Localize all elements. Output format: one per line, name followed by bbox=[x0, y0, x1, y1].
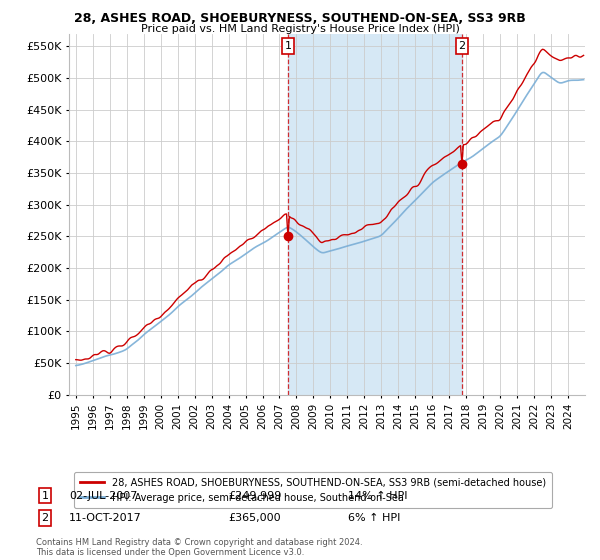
Text: £365,000: £365,000 bbox=[228, 513, 281, 523]
Text: 28, ASHES ROAD, SHOEBURYNESS, SOUTHEND-ON-SEA, SS3 9RB: 28, ASHES ROAD, SHOEBURYNESS, SOUTHEND-O… bbox=[74, 12, 526, 25]
Text: 1: 1 bbox=[284, 41, 292, 52]
Text: 2: 2 bbox=[41, 513, 49, 523]
Text: 11-OCT-2017: 11-OCT-2017 bbox=[69, 513, 142, 523]
Text: Contains HM Land Registry data © Crown copyright and database right 2024.
This d: Contains HM Land Registry data © Crown c… bbox=[36, 538, 362, 557]
Legend: 28, ASHES ROAD, SHOEBURYNESS, SOUTHEND-ON-SEA, SS3 9RB (semi-detached house), HP: 28, ASHES ROAD, SHOEBURYNESS, SOUTHEND-O… bbox=[74, 472, 552, 508]
Text: £249,999: £249,999 bbox=[228, 491, 281, 501]
Text: 2: 2 bbox=[458, 41, 466, 52]
Text: 14% ↑ HPI: 14% ↑ HPI bbox=[348, 491, 407, 501]
Text: 6% ↑ HPI: 6% ↑ HPI bbox=[348, 513, 400, 523]
Text: 1: 1 bbox=[41, 491, 49, 501]
Bar bbox=[288, 34, 462, 395]
Text: Price paid vs. HM Land Registry's House Price Index (HPI): Price paid vs. HM Land Registry's House … bbox=[140, 24, 460, 34]
Text: 02-JUL-2007: 02-JUL-2007 bbox=[69, 491, 137, 501]
